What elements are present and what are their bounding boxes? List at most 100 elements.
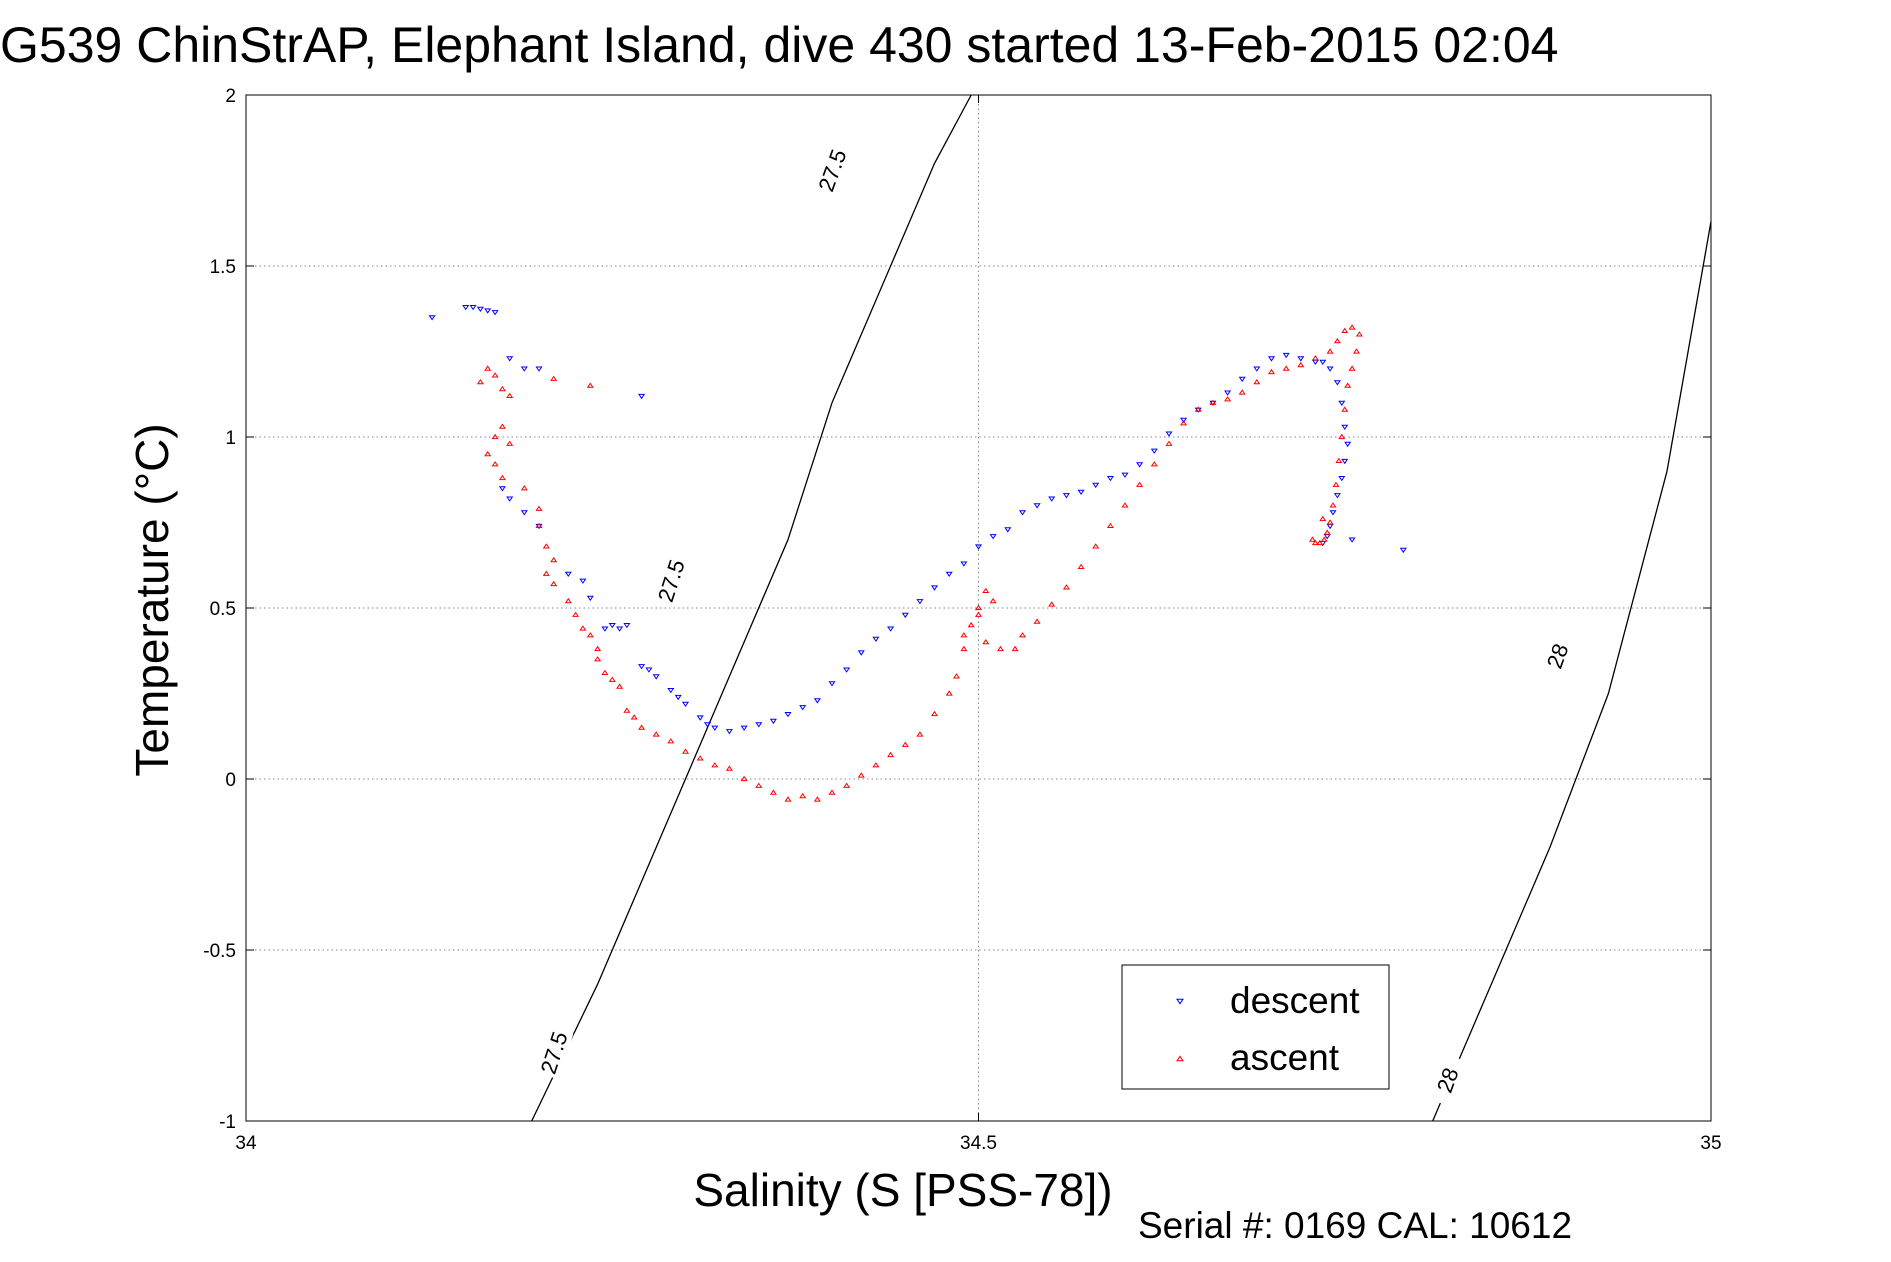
legend-ascent-marker bbox=[1176, 1055, 1184, 1062]
descent-point bbox=[711, 725, 719, 731]
descent-point bbox=[601, 626, 609, 632]
descent-point bbox=[1311, 359, 1319, 366]
ascent-point bbox=[799, 792, 807, 799]
ascent-point bbox=[1323, 529, 1331, 535]
ascent-point bbox=[476, 378, 484, 385]
series-descent bbox=[428, 305, 1407, 735]
descent-point bbox=[1253, 366, 1261, 372]
ascent-point bbox=[1332, 481, 1340, 487]
descent-point bbox=[1267, 356, 1276, 362]
ascent-point bbox=[989, 597, 997, 604]
ascent-point bbox=[564, 597, 572, 604]
ascent-point bbox=[1165, 440, 1173, 446]
descent-point bbox=[755, 722, 763, 728]
descent-point bbox=[616, 626, 624, 632]
ascent-point bbox=[1194, 406, 1202, 412]
ascent-point bbox=[813, 796, 821, 802]
data-series bbox=[428, 305, 1407, 802]
ascent-point bbox=[1319, 515, 1327, 522]
ascent-point bbox=[996, 645, 1005, 652]
ascent-point bbox=[542, 543, 550, 549]
ascent-point bbox=[974, 604, 983, 611]
descent-point bbox=[638, 393, 646, 400]
ascent-point bbox=[1018, 632, 1027, 638]
contour-label-bg bbox=[533, 1025, 574, 1080]
descent-point bbox=[872, 636, 880, 643]
descent-point bbox=[506, 496, 514, 502]
descent-point bbox=[1344, 441, 1352, 448]
x-tick-label: 34 bbox=[235, 1133, 257, 1154]
ascent-point bbox=[652, 731, 660, 737]
ascent-point bbox=[945, 690, 953, 696]
ascent-point bbox=[1344, 382, 1352, 388]
ascent-point bbox=[1329, 502, 1337, 508]
ascent-point bbox=[1352, 348, 1361, 354]
ascent-point bbox=[1320, 536, 1328, 542]
ascent-point bbox=[1136, 481, 1144, 487]
descent-point bbox=[586, 595, 594, 602]
descent-point bbox=[1238, 376, 1246, 383]
legend-box bbox=[1121, 964, 1390, 1090]
ascent-point bbox=[1335, 457, 1343, 463]
ascent-point bbox=[572, 611, 580, 617]
contour-label-bg bbox=[651, 553, 691, 608]
descent-point bbox=[901, 612, 909, 619]
descent-point bbox=[1319, 359, 1327, 366]
ascent-point bbox=[1282, 365, 1290, 371]
descent-point bbox=[725, 729, 733, 735]
series-ascent bbox=[476, 324, 1363, 802]
ascent-point bbox=[1224, 396, 1232, 402]
ascent-point bbox=[1341, 327, 1349, 333]
ascent-point bbox=[828, 789, 836, 795]
ascent-point bbox=[1308, 536, 1317, 542]
descent-point bbox=[1297, 356, 1305, 362]
ascent-point bbox=[491, 433, 499, 440]
ascent-point bbox=[681, 748, 690, 754]
descent-point bbox=[520, 366, 528, 372]
ascent-point bbox=[857, 772, 865, 778]
ascent-point bbox=[974, 611, 983, 617]
ascent-point bbox=[498, 474, 506, 481]
ascent-point bbox=[586, 382, 594, 388]
descent-point bbox=[1282, 352, 1290, 359]
ascent-point bbox=[586, 632, 594, 638]
ascent-point bbox=[711, 762, 719, 768]
y-tick-label: 1.5 bbox=[210, 257, 236, 278]
ascent-point bbox=[608, 676, 616, 682]
ascent-point bbox=[1338, 433, 1346, 440]
descent-point bbox=[740, 725, 748, 731]
ascent-point bbox=[967, 621, 975, 628]
descent-point bbox=[608, 623, 616, 629]
y-tick-label: 2 bbox=[225, 86, 236, 107]
descent-point bbox=[579, 578, 587, 584]
ascent-point bbox=[623, 707, 631, 713]
contour-label-bg bbox=[1536, 628, 1578, 683]
grid bbox=[246, 95, 1711, 1121]
ascent-point bbox=[1048, 601, 1056, 607]
descent-point bbox=[674, 694, 682, 701]
descent-point bbox=[469, 305, 477, 311]
ascent-point bbox=[1121, 502, 1129, 508]
ascent-point bbox=[1077, 563, 1085, 569]
legend-descent-marker bbox=[1176, 998, 1184, 1005]
descent-point bbox=[974, 544, 983, 550]
ascent-point bbox=[520, 485, 528, 491]
descent-point bbox=[564, 571, 572, 578]
descent-point bbox=[1329, 510, 1337, 516]
chart-title: G539 ChinStrAP, Elephant Island, dive 43… bbox=[0, 17, 1558, 73]
ascent-point bbox=[784, 796, 792, 802]
descent-point bbox=[1323, 534, 1331, 540]
ascent-point bbox=[1238, 389, 1246, 395]
x-axis-label: Salinity (S [PSS-78]) bbox=[693, 1164, 1112, 1216]
descent-point bbox=[1136, 462, 1144, 468]
ascent-point bbox=[696, 755, 704, 761]
y-tick-label: 1 bbox=[225, 428, 236, 449]
ascent-point bbox=[1011, 645, 1019, 652]
ascent-point bbox=[484, 365, 492, 371]
ascent-point bbox=[916, 731, 924, 737]
descent-point bbox=[1165, 431, 1173, 437]
descent-point bbox=[520, 510, 528, 516]
descent-point bbox=[535, 366, 543, 372]
descent-point bbox=[638, 664, 646, 670]
